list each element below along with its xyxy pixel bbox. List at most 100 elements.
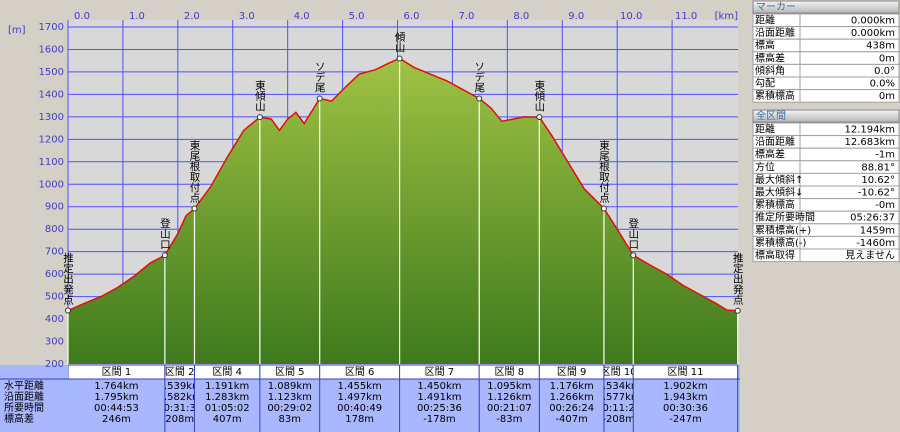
section-cell: 00:26:24: [549, 403, 594, 414]
profile-area: [68, 58, 738, 364]
section-cell: 00:44:53: [94, 403, 139, 414]
waypoint: [396, 55, 403, 62]
waypoint-label: 東傾山: [533, 79, 545, 111]
section-cell: 00:40:49: [337, 403, 382, 414]
panel-label: 距離: [755, 123, 775, 136]
section-cell: 1.902km: [663, 381, 707, 392]
section-cell: 1.089km: [268, 381, 312, 392]
y-tick-label: 300: [45, 337, 64, 348]
panel-value: -10.62°: [858, 188, 895, 199]
waypoint-label: 推定出発点: [732, 251, 744, 305]
section-cell: 1.266km: [550, 392, 594, 403]
section-cell: 1.176km: [550, 381, 594, 392]
section-cell: 00:31:35: [157, 403, 202, 414]
section-cell: 0.534km: [597, 381, 641, 392]
y-tick-label: 700: [45, 247, 64, 258]
section-cell: 1.123km: [268, 392, 312, 403]
section-cell: -247m: [669, 414, 701, 425]
section-cell: 208m: [165, 414, 194, 425]
section-head: [479, 365, 540, 380]
section-cell: 00:29:02: [267, 403, 312, 414]
panel-value: 見えません: [845, 250, 895, 262]
section-cell: 00:11:25: [596, 403, 641, 414]
section-head: [259, 365, 320, 380]
waypoint-label: 傾山: [394, 31, 406, 53]
panel-header: [752, 109, 900, 123]
panel-header: [752, 0, 900, 14]
section-name: 区間 2: [165, 366, 195, 378]
section-cell: 1.191km: [205, 381, 249, 392]
panel-label: 推定所要時間: [755, 211, 815, 224]
section-head: [603, 365, 634, 380]
waypoint-label: 登山口: [159, 217, 171, 249]
section-cell: 1.455km: [338, 381, 382, 392]
section-cell: 1.450km: [417, 381, 461, 392]
waypoint-label: 推定出発点: [62, 251, 74, 305]
row-label: 所要時間: [4, 402, 44, 414]
y-tick-label: 400: [45, 314, 64, 325]
section-head: [539, 365, 604, 380]
y-tick-label: 200: [45, 359, 64, 370]
section-name: 区間 11: [668, 366, 704, 378]
section-cell: 00:25:36: [417, 403, 462, 414]
section-name: 区間 6: [345, 366, 375, 378]
panel-label: 標高: [755, 39, 775, 52]
waypoint-label: ソデ尾: [473, 61, 485, 93]
section-cell: 1.126km: [487, 392, 531, 403]
y-tick-label: 1100: [39, 157, 64, 168]
section-name: 区間 5: [275, 366, 305, 378]
panel-label: 累積標高(+): [755, 223, 811, 236]
section-cell: -83m: [496, 414, 522, 425]
x-tick-label: 8.0: [513, 11, 529, 22]
panel-row: [752, 89, 900, 103]
section-cell: 246m: [102, 414, 131, 425]
section-name: 区間 1: [102, 366, 132, 378]
panel-value: 0.000km: [851, 16, 895, 27]
section-cell: -208m: [602, 414, 634, 425]
y-tick-label: 800: [45, 224, 64, 235]
section-cell: 00:21:07: [487, 403, 532, 414]
section-head: [319, 365, 400, 380]
panel-value: 10.62°: [861, 175, 895, 186]
waypoint: [161, 252, 168, 259]
panel-value: 0.000km: [851, 28, 895, 39]
panel-label: 沿面距離: [755, 26, 795, 39]
section-cell: 83m: [279, 414, 301, 425]
y-tick-label: 1400: [39, 89, 64, 100]
panel-label: 累積標高(-): [755, 236, 807, 249]
y-tick-label: 1500: [39, 67, 64, 78]
y-tick-label: 900: [45, 202, 64, 213]
section-cell: 01:05:02: [205, 403, 250, 414]
section-cell: 407m: [213, 414, 242, 425]
panel-label: 累積標高: [755, 198, 795, 211]
panel-label: 標高差: [755, 148, 785, 161]
x-tick-label: 7.0: [458, 11, 474, 22]
waypoint: [630, 252, 637, 259]
section-cell: 0.582km: [158, 392, 202, 403]
section-cell: 1.795km: [94, 392, 138, 403]
section-name: 区間 9: [557, 366, 587, 378]
y-tick-label: 1200: [39, 134, 64, 145]
panel-title: 全区間: [756, 109, 786, 122]
section-head: [194, 365, 260, 380]
section-cell: 1.491km: [417, 392, 461, 403]
waypoint-label: 登山口: [627, 217, 639, 249]
section-head: [164, 365, 195, 380]
panel-value: 0m: [879, 91, 895, 102]
row-label: 標高差: [4, 412, 34, 425]
x-tick-label: 3.0: [239, 11, 255, 22]
y-tick-label: 1300: [39, 112, 64, 123]
row-label: 水平距離: [4, 379, 44, 392]
panel-label: 距離: [755, 14, 775, 27]
section-head: [633, 365, 738, 380]
y-tick-label: 1700: [39, 22, 64, 33]
panel-label: 標高取得: [755, 249, 795, 262]
panel-value: 438m: [866, 41, 895, 52]
y-tick-label: 1000: [39, 179, 64, 190]
